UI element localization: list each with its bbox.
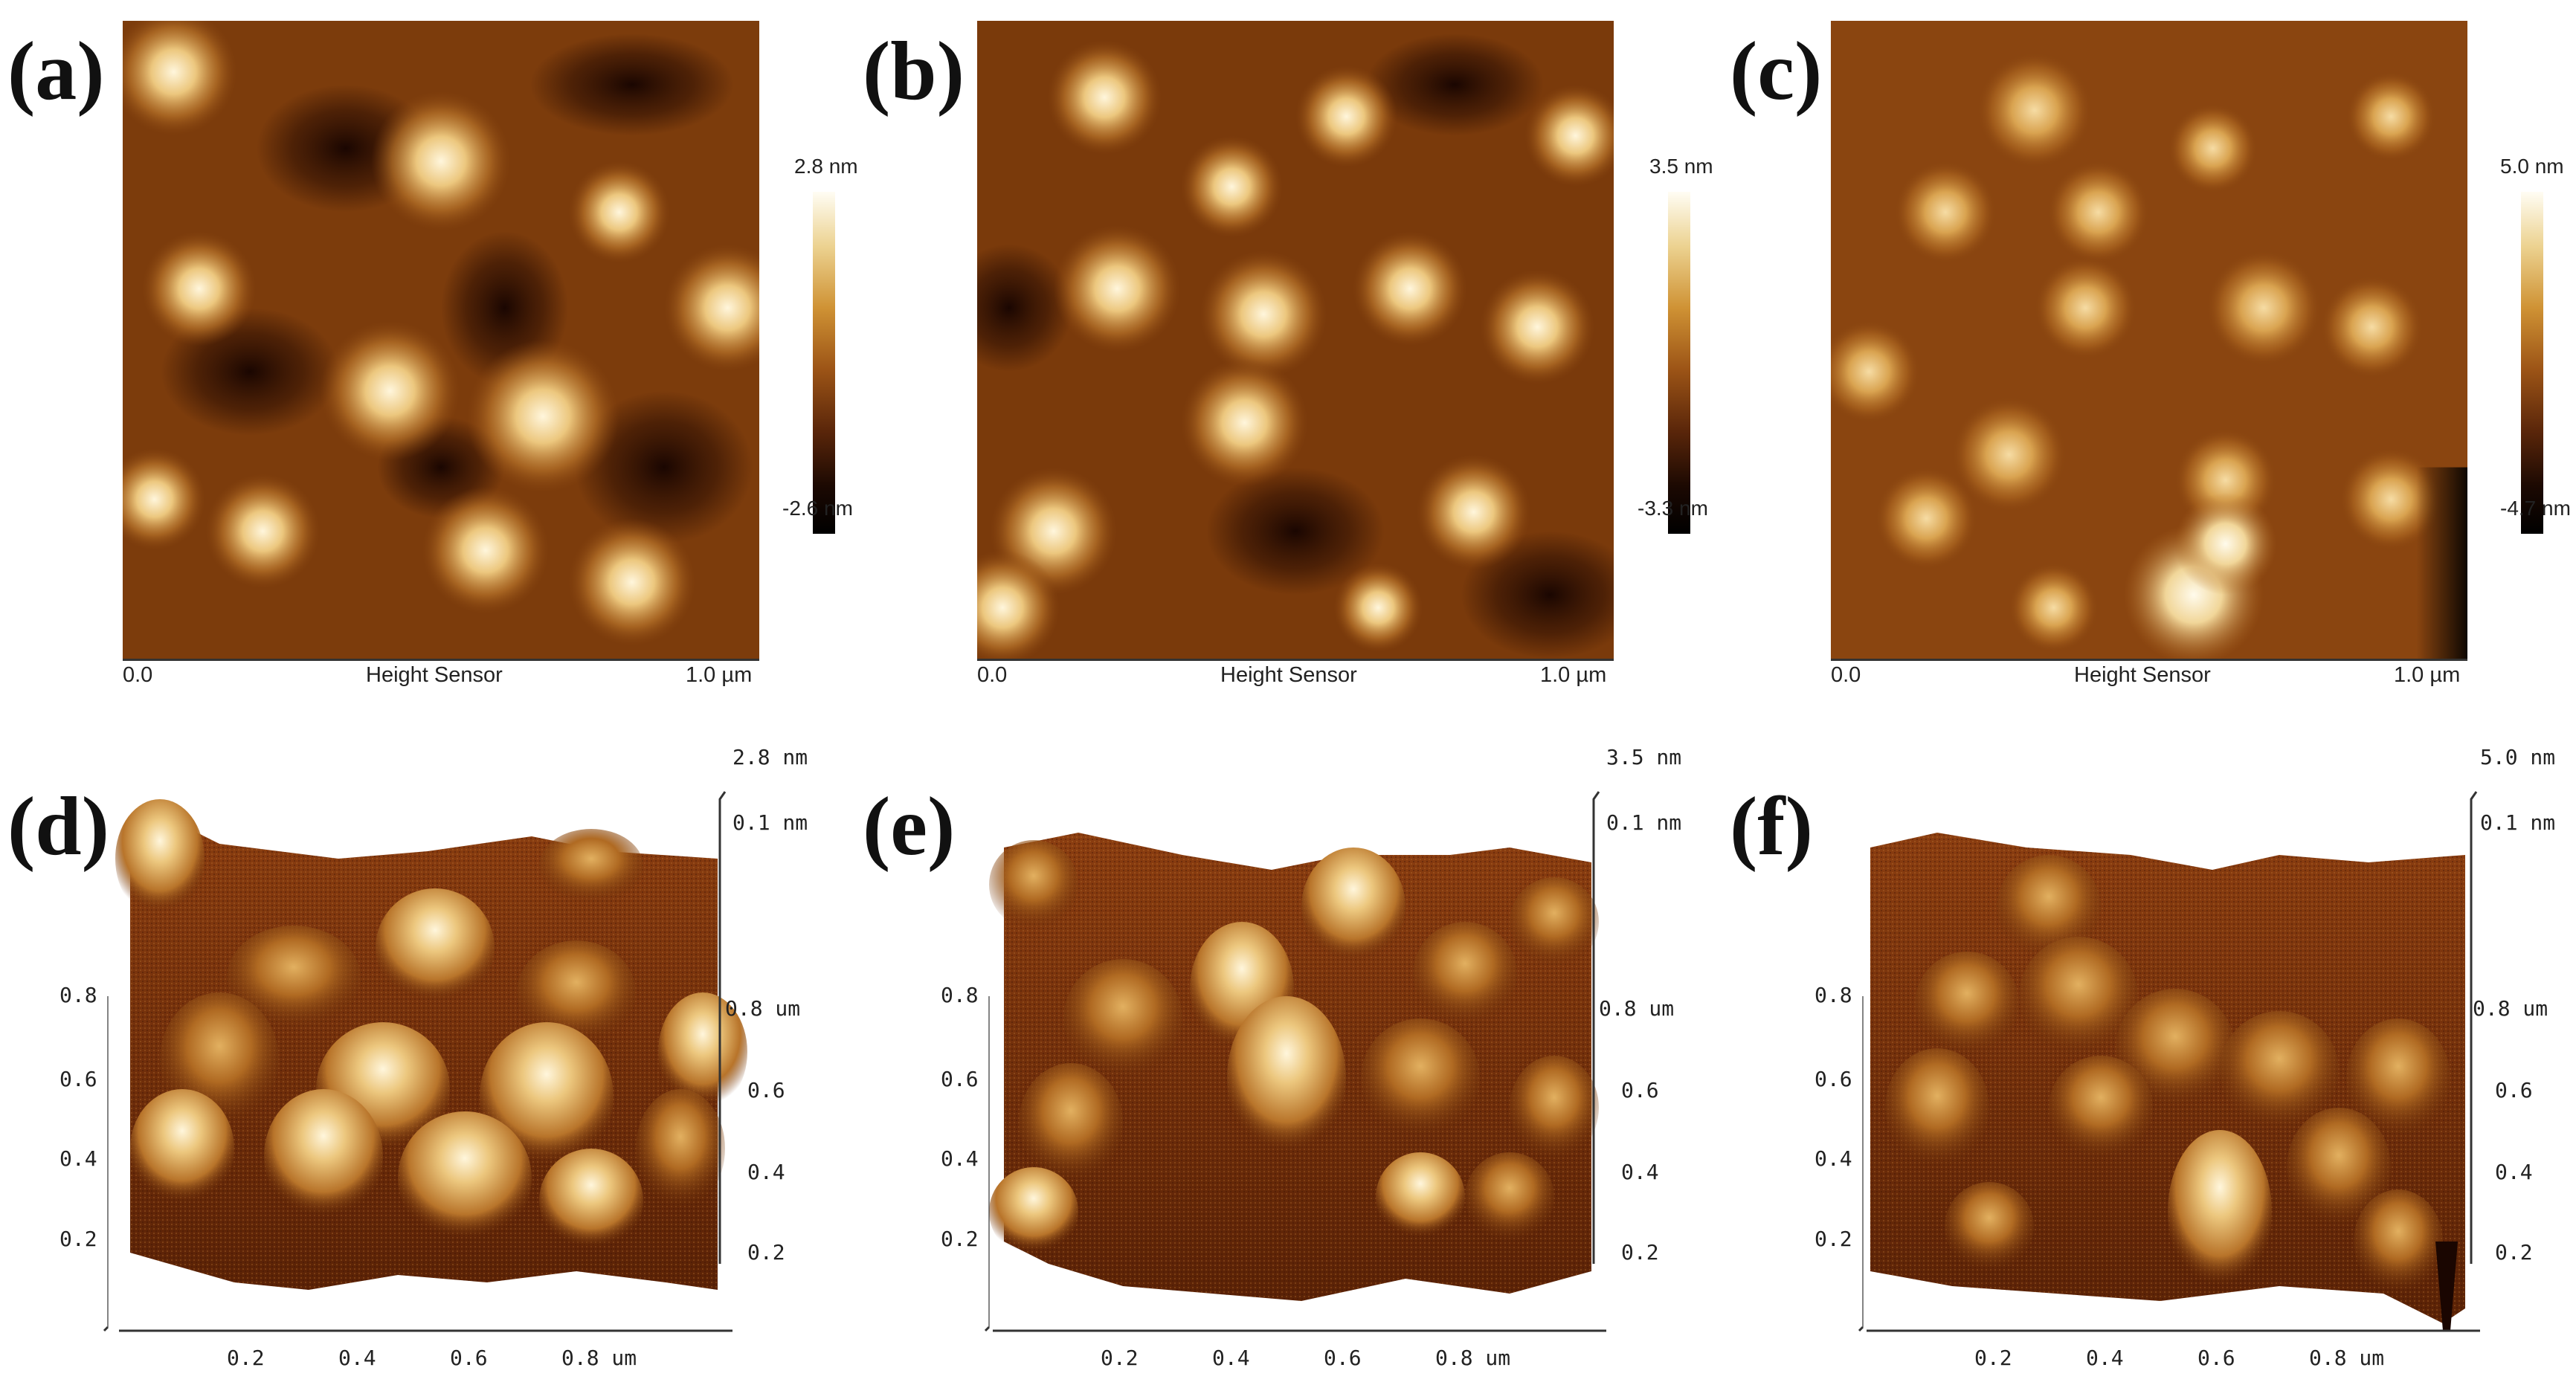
y-left-tick: 0.8 (941, 983, 979, 1007)
x-axis-end: 1.0 µm (1540, 663, 1607, 687)
x-axis-title: Height Sensor (1220, 663, 1357, 687)
y-right-tick: 0.2 (1621, 1240, 1659, 1265)
y-right-tick: 0.2 (747, 1240, 785, 1265)
panel-label: (d) (7, 781, 109, 873)
z-axis-bottom-label: 0.1 nm (2480, 810, 2556, 835)
y-left-tick: 0.2 (941, 1227, 979, 1251)
x-tick: 0.8 um (561, 1346, 637, 1370)
z-axis-top-label: 3.5 nm (1606, 745, 1682, 769)
y-left-tick: 0.8 (1815, 983, 1852, 1007)
y-left-tick: 0.6 (59, 1067, 97, 1091)
panel-label: (a) (7, 25, 105, 117)
colorbar-min-label: -3.3 nm (1638, 497, 1708, 520)
x-tick: 0.8 um (1435, 1346, 1511, 1370)
z-axis-top-label: 5.0 nm (2480, 745, 2556, 769)
height-map-image (1831, 21, 2467, 659)
x-tick: 0.2 (1101, 1346, 1139, 1370)
panel-label: (f) (1730, 781, 1813, 873)
colorbar-max-label: 5.0 nm (2500, 155, 2564, 178)
colorbar-min-label: -2.6 nm (782, 497, 853, 520)
x-tick: 0.4 (338, 1346, 376, 1370)
color-scale-bar (2521, 192, 2543, 534)
y-left-tick: 0.2 (59, 1227, 97, 1251)
y-right-tick: 0.4 (747, 1160, 785, 1184)
y-left-tick: 0.2 (1815, 1227, 1852, 1251)
x-axis-start: 0.0 (123, 663, 153, 687)
y-left-tick: 0.4 (941, 1146, 979, 1171)
color-scale-bar (813, 192, 835, 534)
x-axis-line (977, 659, 1614, 661)
y-left-tick: 0.6 (1815, 1067, 1852, 1091)
x-axis-title: Height Sensor (2074, 663, 2211, 687)
y-right-tick: 0.6 (1621, 1078, 1659, 1102)
z-axis-top-label: 2.8 nm (732, 745, 808, 769)
y-right-tick: 0.6 (747, 1078, 785, 1102)
height-map-image (977, 21, 1614, 659)
x-tick: 0.6 (1324, 1346, 1362, 1370)
x-axis-line (1831, 659, 2467, 661)
x-tick: 0.6 (450, 1346, 488, 1370)
z-axis-bottom-label: 0.1 nm (1606, 810, 1682, 835)
panel-label: (c) (1730, 25, 1823, 117)
x-axis-line (123, 659, 759, 661)
x-axis-end: 1.0 µm (2394, 663, 2461, 687)
color-scale-bar (1668, 192, 1690, 534)
x-tick: 0.4 (2086, 1346, 2124, 1370)
y-right-tick: 0.8 um (2473, 996, 2548, 1021)
panel-label: (e) (863, 781, 956, 873)
height-map-image (123, 21, 759, 659)
y-right-tick: 0.4 (2495, 1160, 2533, 1184)
x-tick: 0.4 (1212, 1346, 1250, 1370)
colorbar-max-label: 3.5 nm (1649, 155, 1713, 178)
y-right-tick: 0.8 um (725, 996, 801, 1021)
colorbar-min-label: -4.7 nm (2500, 497, 2571, 520)
panel-label: (b) (863, 25, 965, 117)
y-left-tick: 0.4 (1815, 1146, 1852, 1171)
x-axis-end: 1.0 µm (686, 663, 753, 687)
x-tick: 0.2 (227, 1346, 265, 1370)
z-axis-bottom-label: 0.1 nm (732, 810, 808, 835)
3d-surface-image (989, 825, 1599, 1331)
y-left-tick: 0.6 (941, 1067, 979, 1091)
x-tick: 0.8 um (2309, 1346, 2385, 1370)
3d-surface-image (115, 799, 747, 1312)
y-left-tick: 0.8 (59, 983, 97, 1007)
colorbar-max-label: 2.8 nm (794, 155, 858, 178)
y-right-tick: 0.2 (2495, 1240, 2533, 1265)
3d-surface-image (1863, 825, 2473, 1331)
x-axis-start: 0.0 (1831, 663, 1861, 687)
y-right-tick: 0.6 (2495, 1078, 2533, 1102)
y-right-tick: 0.4 (1621, 1160, 1659, 1184)
y-right-tick: 0.8 um (1599, 996, 1675, 1021)
x-tick: 0.6 (2197, 1346, 2235, 1370)
x-axis-start: 0.0 (977, 663, 1008, 687)
x-axis-title: Height Sensor (366, 663, 503, 687)
x-tick: 0.2 (1974, 1346, 2012, 1370)
y-left-tick: 0.4 (59, 1146, 97, 1171)
